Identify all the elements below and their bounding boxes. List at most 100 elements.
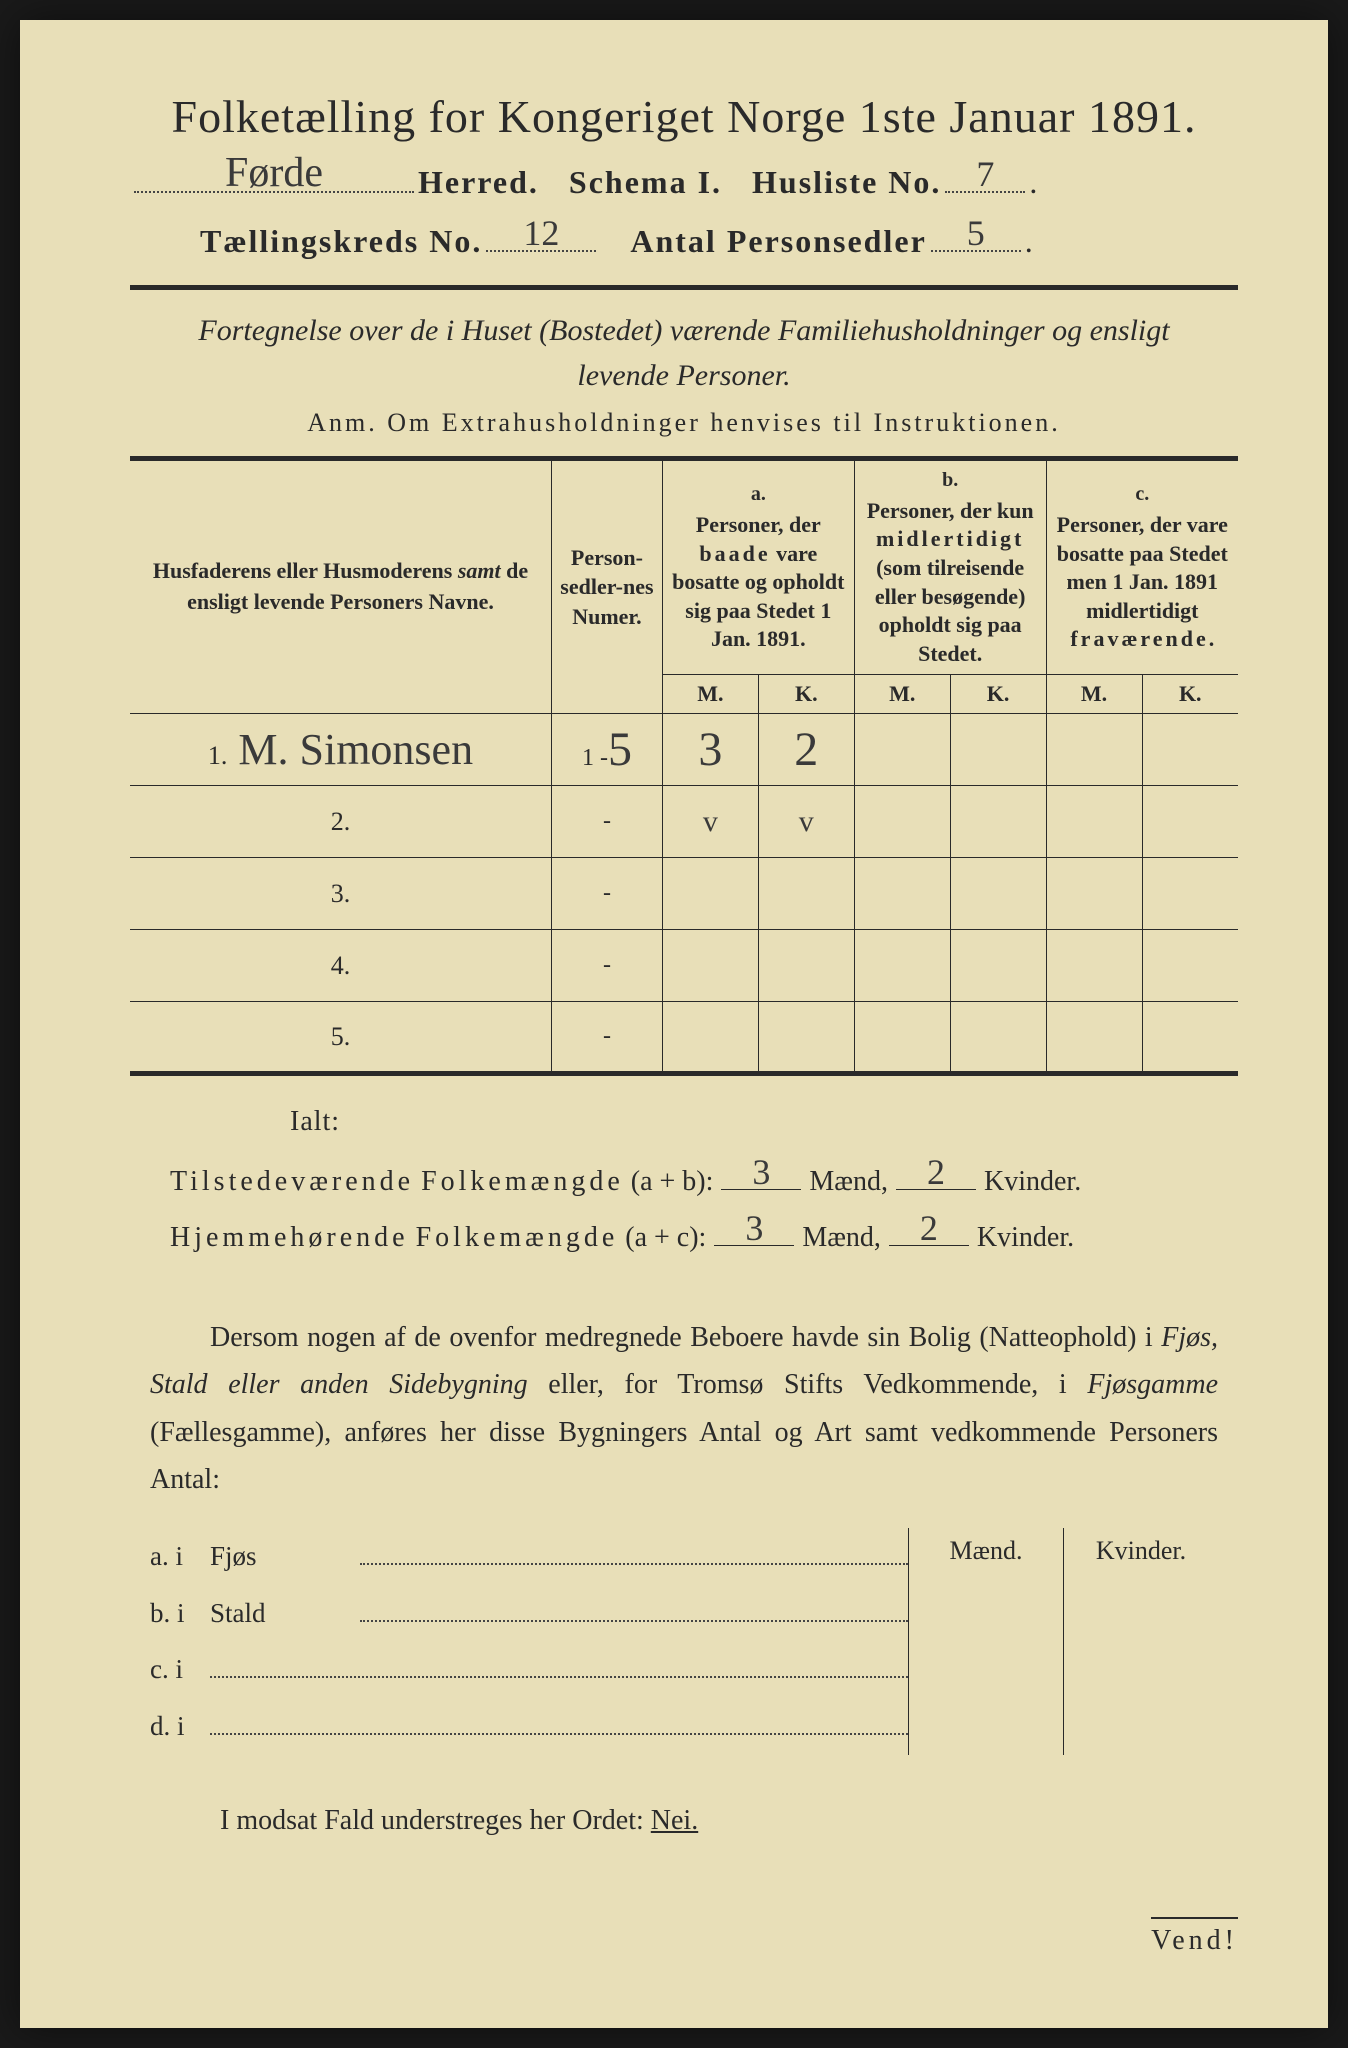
census-form-page: Folketælling for Kongeriget Norge 1ste J… — [20, 20, 1328, 2028]
cell-cm — [1046, 930, 1142, 1002]
cell-num: - — [551, 858, 662, 930]
cell-am — [662, 858, 758, 930]
resident-k-field: 2 — [889, 1212, 969, 1246]
cell-num: - — [551, 786, 662, 858]
mk-table: Mænd. Kvinder. — [908, 1528, 1218, 1755]
cell-bk — [950, 858, 1046, 930]
husliste-label: Husliste No. — [752, 164, 941, 201]
col-num-header: Person-sedler-nes Numer. — [551, 458, 662, 714]
col-b-m: M. — [854, 675, 950, 714]
cell-ak — [758, 1002, 854, 1074]
cell-bm — [854, 1002, 950, 1074]
cell-ak — [758, 858, 854, 930]
cell-num: 1 -5 — [551, 714, 662, 786]
cell-ak: 2 — [758, 714, 854, 786]
cell-bk — [950, 786, 1046, 858]
building-block: a. i Fjøs b. i Stald c. i d. i Mænd. Kvi… — [150, 1528, 1218, 1755]
table-row: 4. - — [130, 930, 1238, 1002]
cell-bk — [950, 930, 1046, 1002]
cell-bm — [854, 858, 950, 930]
ialt-label: Ialt: — [290, 1106, 1238, 1138]
cell-ck — [1142, 930, 1238, 1002]
cell-ak: v — [758, 786, 854, 858]
cell-name: 4. — [130, 930, 551, 1002]
col-a-k: K. — [758, 675, 854, 714]
cell-ck — [1142, 786, 1238, 858]
cell-num: - — [551, 1002, 662, 1074]
vend-label: Vend! — [1151, 1917, 1238, 1957]
cell-cm — [1046, 714, 1142, 786]
herred-label: Herred. — [418, 164, 539, 201]
cell-ck — [1142, 858, 1238, 930]
cell-bm — [854, 786, 950, 858]
building-row-d: d. i — [150, 1698, 908, 1755]
col-c-m: M. — [1046, 675, 1142, 714]
col-c-header: c. Personer, der vare bosatte paa Stedet… — [1046, 458, 1238, 675]
cell-bk — [950, 714, 1046, 786]
cell-bm — [854, 930, 950, 1002]
resident-m-field: 3 — [714, 1212, 794, 1246]
schema-label: Schema I. — [569, 164, 722, 201]
husliste-field: 7 — [945, 155, 1025, 193]
present-k-field: 2 — [896, 1156, 976, 1190]
herred-field: Førde — [134, 155, 414, 193]
dotted-line — [210, 1733, 908, 1735]
dotted-line — [360, 1563, 908, 1565]
cell-am — [662, 930, 758, 1002]
tkreds-value: 12 — [523, 212, 559, 254]
cell-name: 5. — [130, 1002, 551, 1074]
antal-label: Antal Personsedler — [630, 223, 926, 260]
cell-cm — [1046, 786, 1142, 858]
dotted-line — [360, 1620, 908, 1622]
cell-ck — [1142, 1002, 1238, 1074]
building-row-b: b. i Stald — [150, 1585, 908, 1642]
nei-word: Nei. — [651, 1805, 698, 1836]
dotted-line — [210, 1676, 908, 1678]
col-a-m: M. — [662, 675, 758, 714]
cell-name: 3. — [130, 858, 551, 930]
header-row-1: Førde Herred. Schema I. Husliste No. 7 . — [130, 155, 1238, 201]
cell-name: 2. — [130, 786, 551, 858]
cell-ak — [758, 930, 854, 1002]
mk-kvinder: Kvinder. — [1064, 1528, 1218, 1755]
col-a-header: a. Personer, der baade vare bosatte og o… — [662, 458, 854, 675]
col-name-header: Husfaderens eller Husmoderens samt de en… — [130, 458, 551, 714]
cell-cm — [1046, 858, 1142, 930]
cell-num: - — [551, 930, 662, 1002]
mk-maend: Mænd. — [909, 1528, 1064, 1755]
tkreds-label: Tællingskreds No. — [200, 223, 482, 260]
subtitle-line2: levende Personer. — [577, 359, 790, 392]
table-row: 5. - — [130, 1002, 1238, 1074]
antal-field: 5 — [931, 213, 1021, 251]
husliste-value: 7 — [976, 153, 994, 195]
col-c-k: K. — [1142, 675, 1238, 714]
building-list: a. i Fjøs b. i Stald c. i d. i — [150, 1528, 908, 1755]
totals-present: Tilstedeværende Folkemængde (a + b): 3 M… — [170, 1156, 1238, 1198]
subtitle: Fortegnelse over de i Huset (Bostedet) v… — [130, 308, 1238, 398]
cell-bk — [950, 1002, 1046, 1074]
subtitle-line1: Fortegnelse over de i Huset (Bostedet) v… — [198, 314, 1169, 347]
totals-resident: Hjemmehørende Folkemængde (a + c): 3 Mæn… — [170, 1212, 1238, 1254]
cell-am: 3 — [662, 714, 758, 786]
antal-value: 5 — [967, 212, 985, 254]
header-row-2: Tællingskreds No. 12 Antal Personsedler … — [130, 213, 1238, 259]
cell-am: v — [662, 786, 758, 858]
nei-line: I modsat Fald understreges her Ordet: Ne… — [220, 1805, 1238, 1837]
building-row-c: c. i — [150, 1641, 908, 1698]
period: . — [1025, 223, 1033, 260]
building-paragraph: Dersom nogen af de ovenfor medregnede Be… — [150, 1314, 1218, 1504]
table-row: 1. M. Simonsen 1 -5 3 2 — [130, 714, 1238, 786]
form-title: Folketælling for Kongeriget Norge 1ste J… — [130, 90, 1238, 143]
cell-ck — [1142, 714, 1238, 786]
cell-name: 1. M. Simonsen — [130, 714, 551, 786]
divider — [130, 285, 1238, 290]
table-row: 2. - v v — [130, 786, 1238, 858]
col-b-header: b. Personer, der kun midlertidigt (som t… — [854, 458, 1046, 675]
period: . — [1029, 164, 1037, 201]
table-row: 3. - — [130, 858, 1238, 930]
tkreds-field: 12 — [486, 213, 596, 251]
herred-value: Førde — [225, 149, 323, 197]
anm-note: Anm. Om Extrahusholdninger henvises til … — [130, 408, 1238, 438]
census-table: Husfaderens eller Husmoderens samt de en… — [130, 456, 1238, 1077]
cell-cm — [1046, 1002, 1142, 1074]
